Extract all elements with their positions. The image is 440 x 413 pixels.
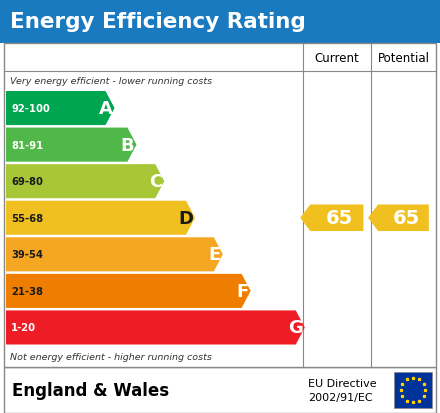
Text: 55-68: 55-68	[11, 213, 43, 223]
Text: F: F	[236, 282, 249, 300]
Text: 65: 65	[326, 209, 353, 228]
Bar	[4, 367, 436, 413]
Bar	[4, 44, 436, 367]
Text: C: C	[149, 173, 162, 191]
Text: England & Wales: England & Wales	[12, 381, 169, 399]
Bar	[0, 0, 440, 44]
Polygon shape	[6, 238, 223, 272]
Polygon shape	[300, 205, 363, 231]
Text: Energy Efficiency Rating: Energy Efficiency Rating	[10, 12, 306, 32]
Text: Very energy efficient - lower running costs: Very energy efficient - lower running co…	[10, 77, 212, 86]
Text: Not energy efficient - higher running costs: Not energy efficient - higher running co…	[10, 353, 212, 362]
Text: Potential: Potential	[378, 51, 429, 64]
Text: 21-38: 21-38	[11, 286, 43, 296]
Text: D: D	[178, 209, 193, 227]
Polygon shape	[6, 274, 251, 308]
Text: EU Directive: EU Directive	[308, 378, 376, 388]
Polygon shape	[6, 201, 195, 235]
Text: A: A	[99, 100, 113, 118]
Polygon shape	[6, 128, 136, 162]
Text: 81-91: 81-91	[11, 140, 43, 150]
Polygon shape	[6, 92, 114, 126]
Bar	[394, 372, 432, 408]
Text: 65: 65	[393, 209, 420, 228]
Text: G: G	[288, 319, 303, 337]
Text: 39-54: 39-54	[11, 250, 43, 260]
Text: 92-100: 92-100	[11, 104, 50, 114]
Text: 1-20: 1-20	[11, 323, 36, 332]
Polygon shape	[6, 165, 164, 199]
Polygon shape	[368, 205, 429, 231]
Text: 2002/91/EC: 2002/91/EC	[308, 392, 372, 402]
Text: 69-80: 69-80	[11, 177, 43, 187]
Text: Current: Current	[315, 51, 359, 64]
Polygon shape	[6, 311, 305, 345]
Text: E: E	[209, 246, 221, 263]
Text: B: B	[121, 136, 135, 154]
